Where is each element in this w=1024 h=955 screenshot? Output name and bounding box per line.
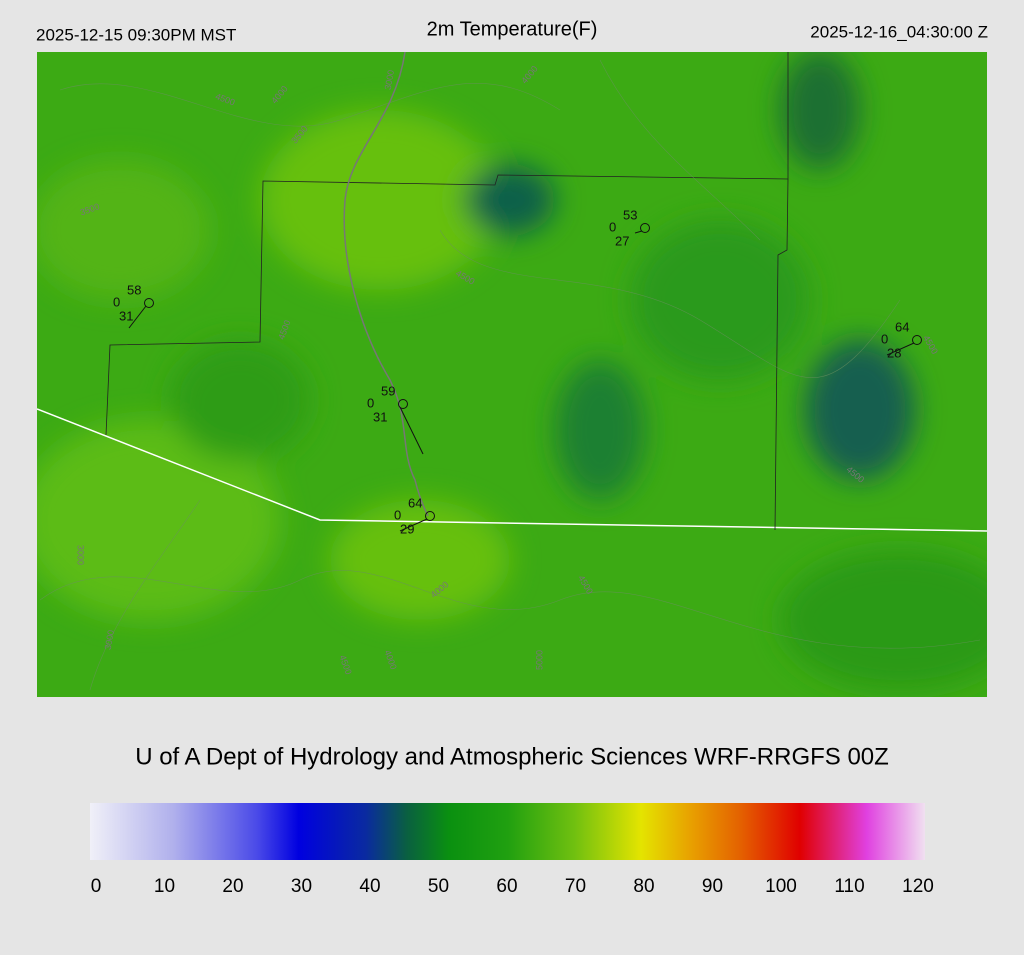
contour-label: 3000 (76, 545, 86, 565)
colorbar-tick-label: 120 (902, 876, 934, 897)
colorbar-tick-label: 60 (496, 876, 517, 897)
station-circle (912, 335, 922, 345)
wind-barb (399, 406, 424, 455)
colorbar-tick-label: 40 (359, 876, 380, 897)
colorbar-tick-label: 30 (291, 876, 312, 897)
station-temperature: 64 (408, 495, 422, 510)
station-circle (425, 511, 435, 521)
station-circle (398, 399, 408, 409)
station-dewpoint: 31 (373, 409, 387, 424)
valid-time-local: 2025-12-15 09:30PM MST (36, 25, 236, 44)
contours (39, 59, 981, 691)
valid-time-utc: 2025-12-16_04:30:00 Z (810, 22, 988, 41)
station-circle (640, 223, 650, 233)
colorbar-tick-label: 80 (633, 876, 654, 897)
station-wind: 0 (609, 219, 616, 234)
station-wind: 0 (367, 395, 374, 410)
colorbar-tick-label: 20 (222, 876, 243, 897)
wind-barb (128, 305, 147, 329)
colorbar-tick-label: 110 (834, 876, 864, 897)
station-wind: 0 (394, 507, 401, 522)
wind-barb (399, 518, 428, 532)
contour-label: 5000 (534, 650, 544, 670)
contour-label: 3000 (103, 629, 116, 650)
footer-credit: U of A Dept of Hydrology and Atmospheric… (135, 743, 889, 770)
station-temperature: 59 (381, 383, 395, 398)
station-temperature: 58 (127, 282, 141, 297)
temperature-field (37, 52, 987, 690)
colorbar (90, 803, 925, 860)
county-border (774, 178, 789, 531)
station-temperature: 53 (623, 207, 637, 222)
station-dewpoint: 29 (400, 521, 414, 536)
colorbar-tick-label: 100 (765, 876, 797, 897)
map-title: 2m Temperature(F) (427, 18, 598, 40)
wind-barb (886, 342, 915, 356)
colorbar-tick-label: 0 (91, 876, 102, 897)
colorbar-tick-label: 10 (154, 876, 175, 897)
contour-label: 3000 (383, 69, 396, 90)
station-wind: 0 (113, 294, 120, 309)
station-temperature: 64 (895, 319, 909, 334)
state-border (37, 408, 987, 532)
colorbar-tick-label: 70 (565, 876, 586, 897)
colorbar-tick-label: 50 (428, 876, 449, 897)
station-dewpoint: 31 (119, 308, 133, 323)
wind-barb (634, 230, 643, 234)
station-circle (144, 298, 154, 308)
station-dewpoint: 27 (615, 233, 629, 248)
station-dewpoint: 28 (887, 345, 901, 360)
county-border (105, 52, 789, 436)
colorbar-tick-label: 90 (702, 876, 723, 897)
station-wind: 0 (881, 331, 888, 346)
river (343, 52, 429, 517)
